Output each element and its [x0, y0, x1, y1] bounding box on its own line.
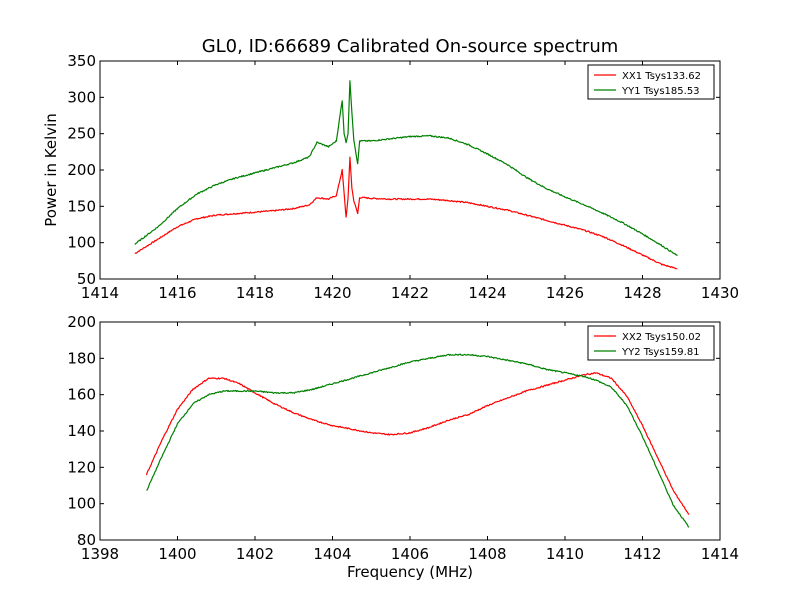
x-tick-label: 1422 — [391, 284, 429, 302]
y-tick-label: 300 — [67, 88, 96, 106]
x-tick-label: 1414 — [701, 545, 739, 563]
y-tick-label: 200 — [67, 161, 96, 179]
y-tick-label: 100 — [67, 234, 96, 252]
y-tick-label: 50 — [77, 270, 96, 288]
x-tick-label: 1402 — [236, 545, 274, 563]
legend-entry: YY2 Tsys159.81 — [621, 347, 700, 358]
y-tick-label: 250 — [67, 125, 96, 143]
figure-title: GL0, ID:66689 Calibrated On-source spect… — [202, 36, 619, 57]
legend-2: XX2 Tsys150.02 YY2 Tsys159.81 — [587, 325, 715, 361]
x-tick-label: 1406 — [391, 545, 429, 563]
x-tick-label: 1408 — [468, 545, 506, 563]
chart-panel-2: 1398 1400 1402 1404 1406 1408 1410 1412 1414 80 10… — [67, 313, 739, 581]
x-tick-label: 1412 — [623, 545, 661, 563]
x-tick-label: 1424 — [468, 284, 506, 302]
series-line-1-1 — [134, 156, 678, 270]
x-tick-label: 1418 — [236, 284, 274, 302]
x-tick-label: 1430 — [701, 284, 739, 302]
y-axis-label: Power in Kelvin — [42, 113, 60, 227]
legend-1: XX1 Tsys133.62 YY1 Tsys185.53 — [587, 64, 715, 100]
y-tick-label: 100 — [67, 495, 96, 513]
y-tick-label: 120 — [67, 458, 96, 476]
x-tick-label: 1416 — [158, 284, 196, 302]
chart-panels: 1414 1416 1418 1420 1422 1424 1426 1428 1430 50 10… — [42, 52, 739, 581]
legend-box — [587, 325, 715, 361]
legend-entry: XX2 Tsys150.02 — [622, 332, 701, 343]
y-tick-label: 160 — [67, 386, 96, 404]
x-tick-label: 1410 — [546, 545, 584, 563]
legend-entry: YY1 Tsys185.53 — [621, 86, 700, 97]
series-line-1-2 — [134, 80, 678, 257]
y-tick-label: 180 — [67, 349, 96, 367]
legend-box — [587, 64, 715, 100]
y-tick-label: 350 — [67, 52, 96, 70]
series-line-2-1 — [145, 372, 690, 515]
x-tick-label: 1428 — [623, 284, 661, 302]
x-tick-label: 1398 — [81, 545, 119, 563]
legend-entry: XX1 Tsys133.62 — [622, 71, 701, 82]
x-axis-label: Frequency (MHz) — [347, 563, 473, 581]
x-tick-label: 1404 — [313, 545, 351, 563]
x-tick-label: 1426 — [546, 284, 584, 302]
y-tick-label: 80 — [77, 531, 96, 549]
series-line-2-2 — [146, 353, 690, 528]
y-tick-label: 200 — [67, 313, 96, 331]
chart-panel-1: 1414 1416 1418 1420 1422 1424 1426 1428 1430 50 10… — [42, 52, 739, 302]
y-tick-label: 140 — [67, 422, 96, 440]
x-tick-label: 1420 — [313, 284, 351, 302]
y-tick-label: 150 — [67, 197, 96, 215]
x-tick-label: 1414 — [81, 284, 119, 302]
x-tick-label: 1400 — [158, 545, 196, 563]
